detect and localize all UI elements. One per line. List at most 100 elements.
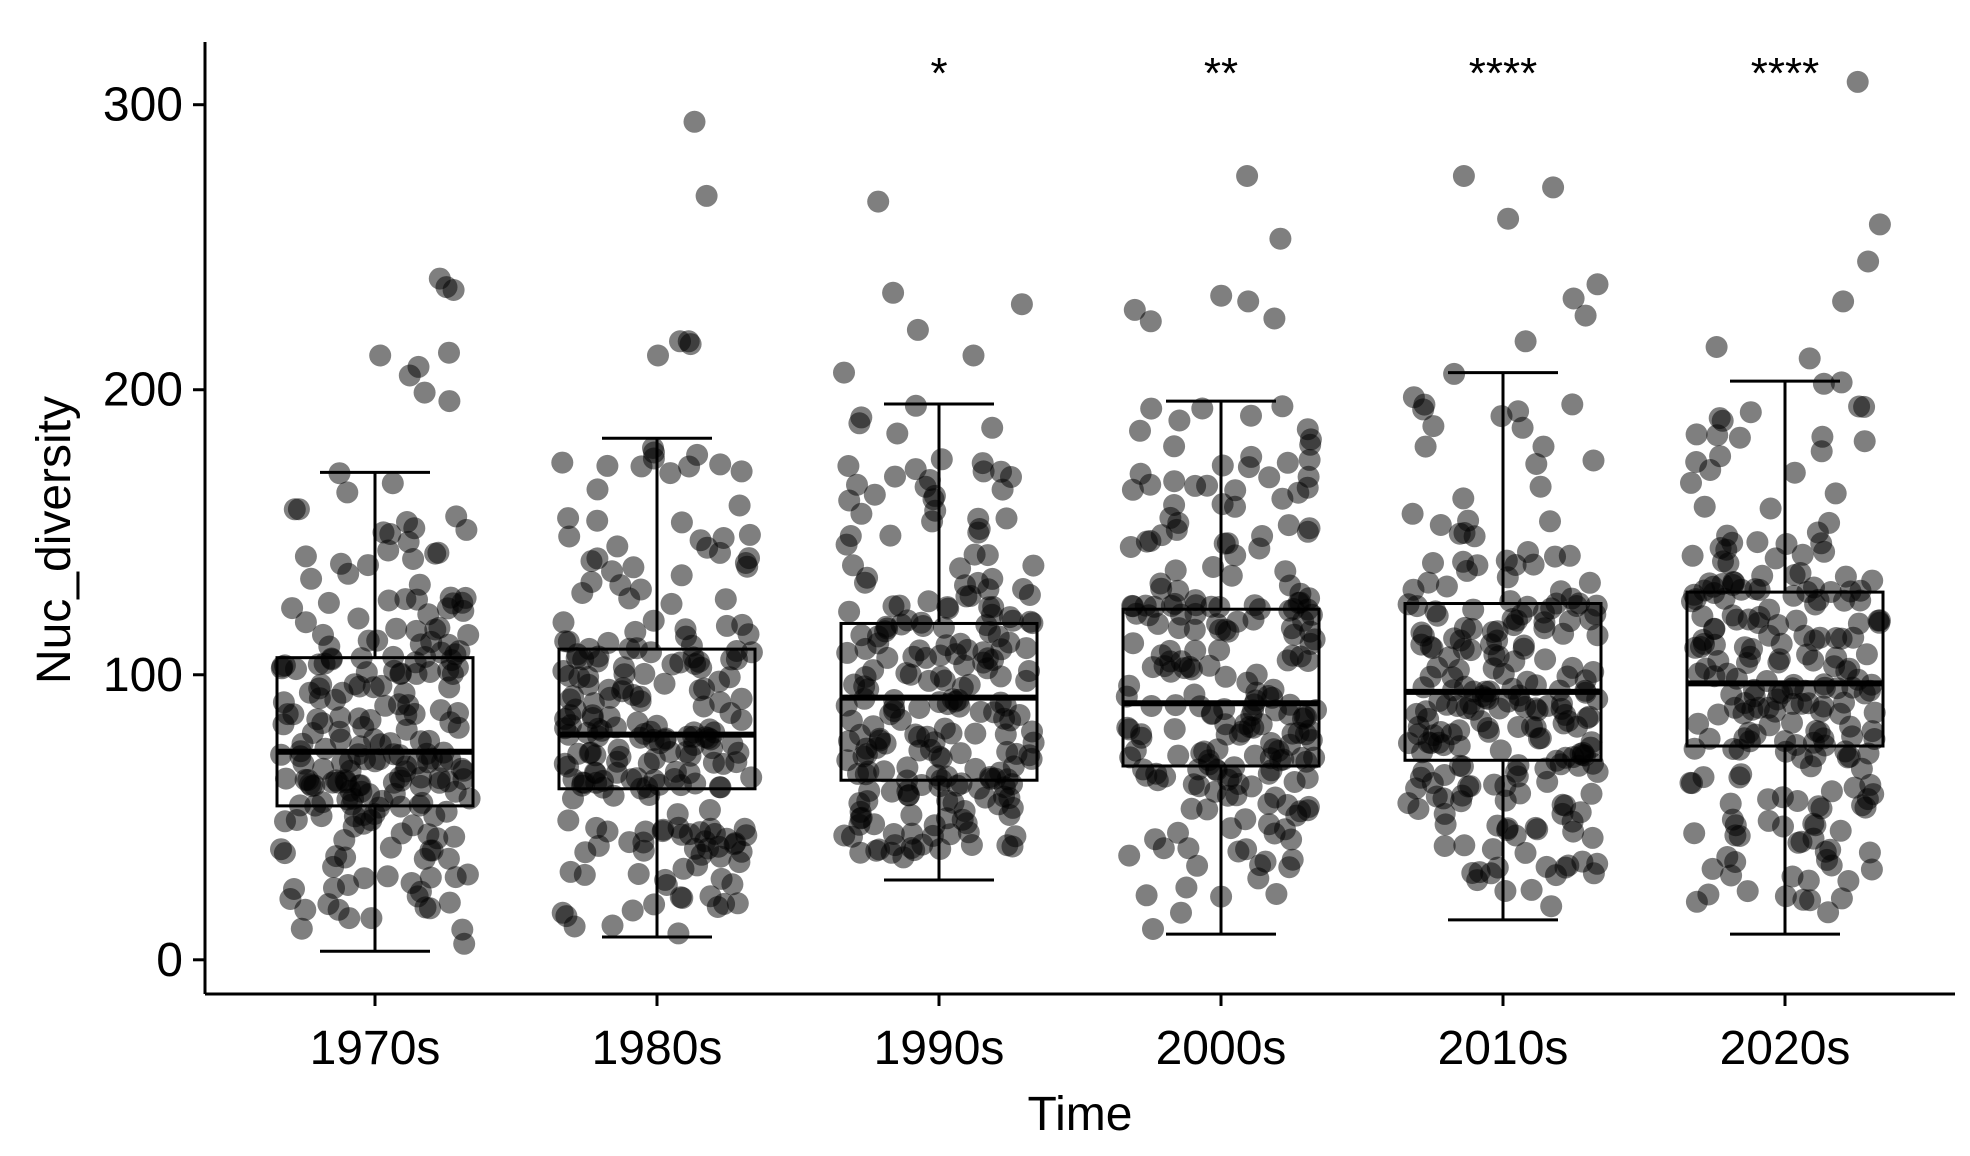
data-point	[1705, 336, 1728, 358]
data-point	[597, 678, 620, 701]
data-point	[1839, 715, 1862, 738]
data-point	[1556, 665, 1579, 688]
box-iqr	[275, 656, 475, 808]
data-point	[854, 571, 876, 594]
data-point	[321, 771, 344, 794]
data-point	[1276, 451, 1299, 474]
data-point	[1584, 603, 1607, 626]
data-point	[667, 816, 690, 839]
data-point	[1448, 719, 1471, 742]
data-point	[1180, 797, 1203, 820]
data-point	[1557, 854, 1580, 877]
data-point	[1135, 884, 1158, 907]
data-point	[1680, 471, 1702, 494]
data-point	[1685, 423, 1708, 446]
data-point	[1143, 595, 1166, 618]
data-point	[1196, 798, 1219, 821]
data-point	[627, 863, 650, 885]
data-point	[1813, 540, 1836, 563]
data-point	[411, 791, 434, 814]
significance-label: ****	[1751, 49, 1820, 98]
data-point	[1861, 720, 1884, 743]
data-point	[949, 557, 972, 580]
data-point	[1433, 835, 1456, 857]
data-point	[314, 737, 337, 760]
data-point	[950, 772, 973, 795]
data-point	[568, 666, 591, 689]
data-point	[930, 448, 953, 471]
data-point	[710, 867, 733, 890]
data-point	[1175, 876, 1198, 899]
data-point	[397, 694, 420, 717]
data-point	[1582, 449, 1605, 472]
data-point	[1825, 627, 1848, 649]
data-point	[1265, 883, 1288, 905]
data-point	[601, 914, 624, 937]
data-point	[444, 866, 467, 889]
data-point	[1534, 648, 1557, 671]
data-point	[1693, 495, 1716, 518]
data-point	[621, 899, 644, 922]
data-point	[555, 905, 578, 928]
data-point	[974, 786, 997, 809]
data-point	[1448, 735, 1471, 758]
data-point	[1846, 70, 1869, 93]
data-point	[362, 676, 385, 699]
data-point	[714, 588, 737, 611]
data-point	[1276, 794, 1299, 816]
data-point	[587, 834, 610, 857]
data-point	[967, 521, 990, 544]
data-point	[1549, 580, 1572, 603]
data-point	[1721, 808, 1744, 831]
x-tick-label: 1990s	[874, 1022, 1005, 1075]
data-point	[868, 727, 891, 750]
data-point	[313, 652, 336, 675]
data-point	[301, 722, 324, 744]
data-point	[1122, 632, 1145, 655]
data-point	[1736, 880, 1759, 903]
data-point	[1580, 782, 1603, 805]
data-point	[409, 880, 432, 903]
data-point	[740, 641, 763, 664]
data-point	[1830, 887, 1853, 910]
data-point	[1496, 817, 1519, 840]
data-point	[360, 907, 383, 930]
data-point	[1728, 738, 1751, 761]
data-point	[643, 769, 666, 791]
data-point	[613, 663, 636, 686]
data-point	[1012, 578, 1035, 600]
data-point	[959, 584, 982, 607]
data-point	[1263, 822, 1286, 845]
data-point	[1857, 742, 1880, 765]
data-point	[629, 685, 652, 708]
data-point	[670, 564, 693, 587]
data-point	[1868, 213, 1891, 236]
data-point	[1433, 802, 1456, 825]
data-point	[978, 596, 1001, 619]
data-point	[1723, 696, 1746, 719]
data-point	[1237, 290, 1260, 313]
data-point	[882, 823, 905, 845]
data-point	[1022, 554, 1045, 577]
data-point	[670, 511, 693, 534]
data-point	[1720, 864, 1743, 887]
data-point	[337, 874, 359, 896]
data-point	[1001, 609, 1024, 632]
data-point	[1830, 371, 1853, 394]
data-point	[419, 839, 442, 862]
data-point	[839, 525, 862, 547]
data-point	[958, 673, 981, 696]
y-tick-label: 200	[103, 364, 183, 417]
data-point	[632, 839, 655, 862]
data-point	[557, 507, 580, 530]
data-point	[290, 917, 313, 940]
data-point	[1409, 766, 1432, 789]
data-point	[1468, 861, 1491, 884]
data-point	[376, 865, 399, 888]
data-point	[1858, 841, 1881, 864]
data-point	[867, 190, 890, 213]
data-point	[1177, 837, 1200, 860]
y-tick-label: 0	[156, 934, 183, 987]
data-point	[1544, 545, 1566, 568]
data-point	[435, 276, 458, 299]
